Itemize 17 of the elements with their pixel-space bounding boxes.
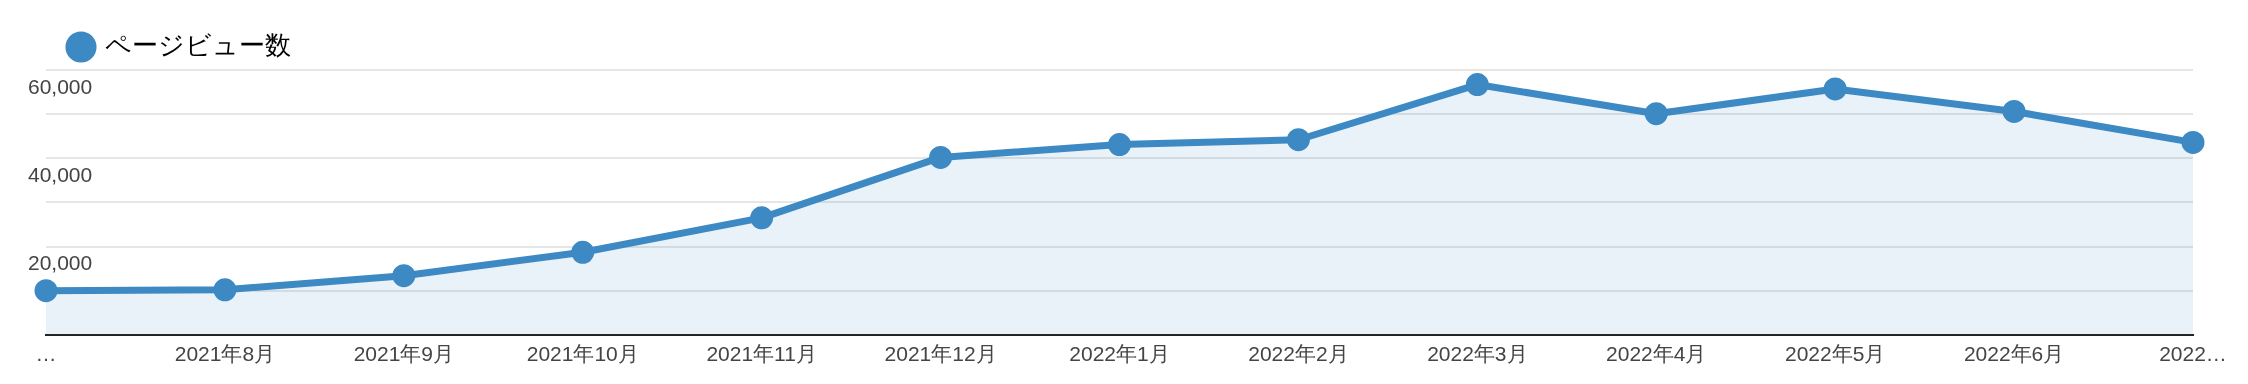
legend-label: ページビュー数 [105, 30, 291, 61]
x-tick-label: 2022年2月 [1248, 342, 1349, 366]
x-tick-label: 2021年11月 [706, 342, 817, 366]
x-tick-label: 2021年12月 [884, 342, 997, 366]
x-tick-label: 2021年9月 [353, 342, 455, 366]
x-tick-label: … [35, 342, 57, 366]
y-tick-label: 20,000 [28, 251, 93, 275]
x-tick-label: 2022… [2159, 342, 2227, 366]
x-tick-label: 2022年3月 [1427, 342, 1528, 366]
x-tick-label: 2022年5月 [1784, 342, 1886, 366]
x-tick-label: 2021年8月 [174, 342, 276, 366]
x-tick-label: 2022年1月 [1069, 342, 1170, 366]
x-tick-label: 2022年6月 [1963, 342, 2065, 366]
y-tick-label: 40,000 [28, 163, 93, 187]
x-tick-label: 2022年4月 [1606, 342, 1707, 366]
y-tick-label: 60,000 [28, 74, 93, 98]
x-tick-label: 2021年10月 [526, 342, 639, 366]
